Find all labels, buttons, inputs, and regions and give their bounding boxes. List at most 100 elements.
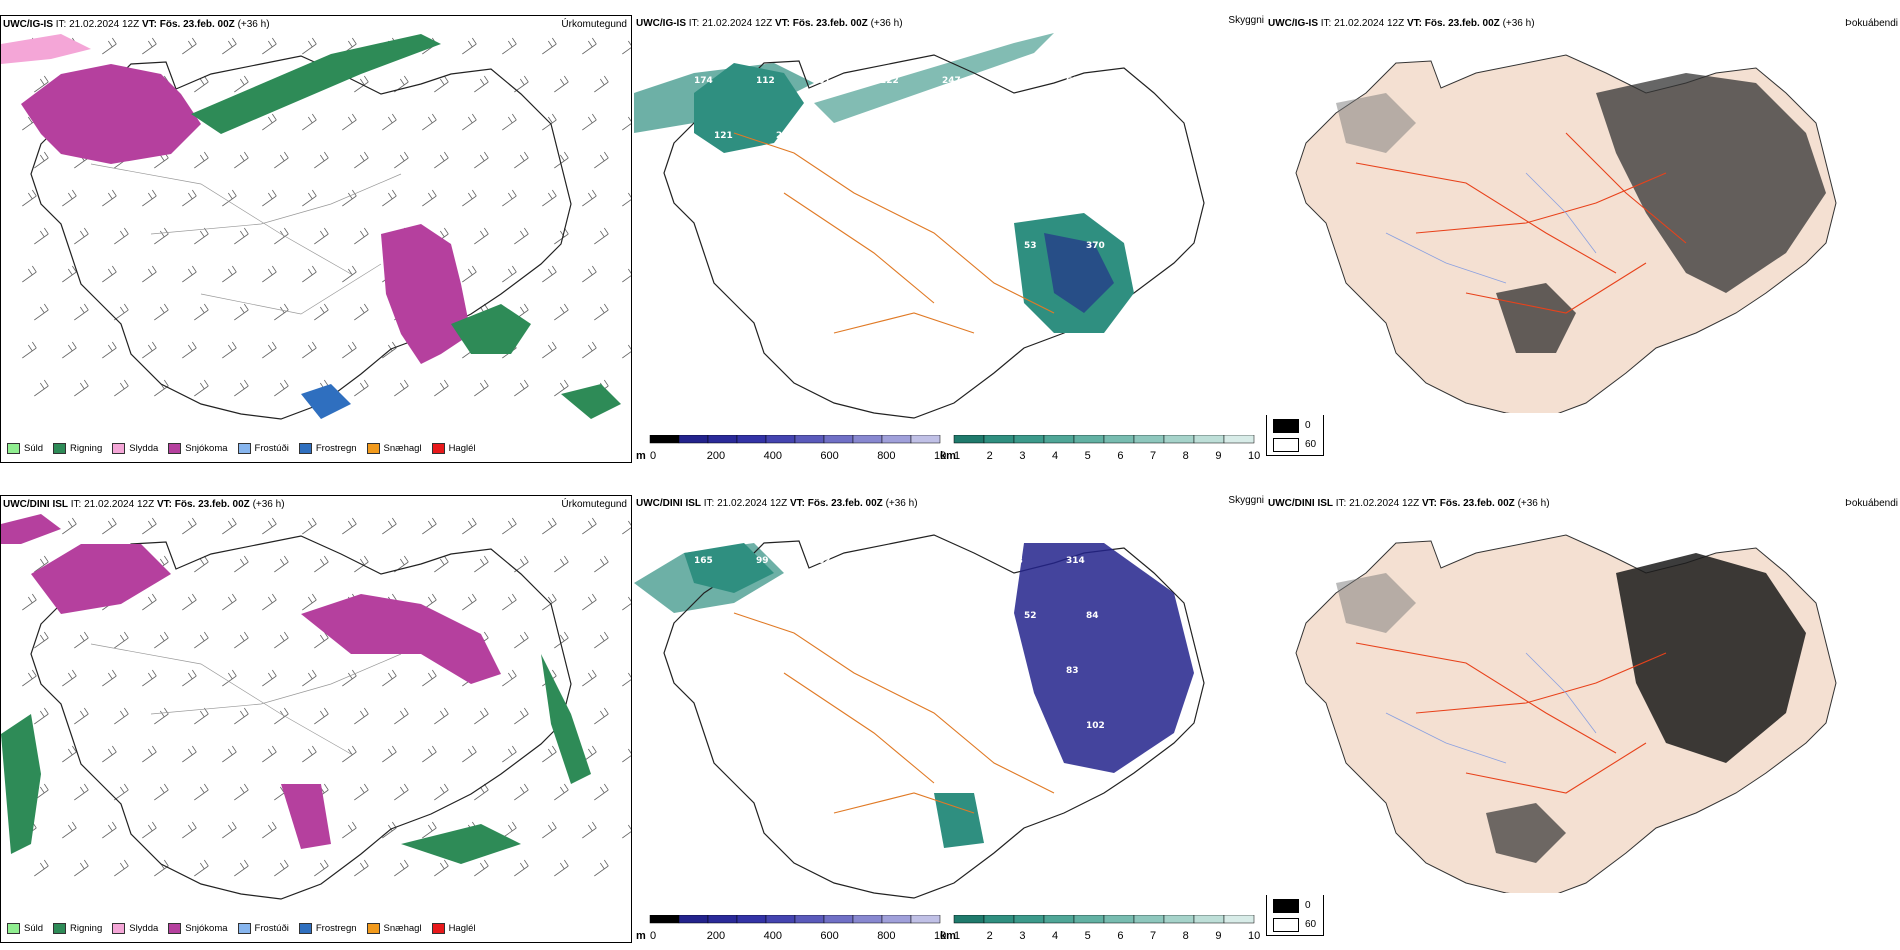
cloud-value-label: 62 <box>818 556 831 566</box>
colorbar-cell <box>910 915 941 924</box>
precip-legend-1: Súld Rigning Slydda Snjókoma Frostúði Frostre… <box>7 443 476 454</box>
wind-barb <box>354 379 369 397</box>
iceland-outline <box>30 55 572 420</box>
wind-barb <box>462 745 477 763</box>
wind-barb <box>434 555 449 573</box>
wind-barb <box>554 75 569 93</box>
wind-barb <box>74 859 89 877</box>
colorbar-tick: 10 <box>1248 450 1260 462</box>
wind-barb <box>262 745 277 763</box>
wind-barb <box>142 517 157 535</box>
cloud-value-label: 124 <box>1086 131 1105 141</box>
legend-swatch <box>112 923 126 934</box>
legend-label: Snæhagl <box>383 443 422 454</box>
wind-barb <box>34 555 49 573</box>
wind-barb <box>274 859 289 877</box>
cloud-value-label: 71 <box>962 611 975 621</box>
wind-barb <box>194 783 209 801</box>
wind-barb <box>474 783 489 801</box>
colorbar-cell <box>1133 915 1165 924</box>
wind-barb <box>342 745 357 763</box>
wind-barb <box>142 189 157 207</box>
wind-barb <box>554 303 569 321</box>
cloud-value-label: 208 <box>1004 556 1023 566</box>
wind-barb <box>422 113 437 131</box>
wind-barb <box>354 151 369 169</box>
cloud-value-label: 84 <box>1086 611 1099 621</box>
legend-label: Frostregn <box>315 443 357 454</box>
legend-label: Haglél <box>448 923 476 934</box>
colorbar-cell <box>1013 435 1045 444</box>
cloud-value-label: 96 <box>776 721 789 731</box>
fog-panel-1: UWC/IG-IS IT: 21.02.2024 12Z VT: Fös. 23… <box>1266 15 1900 415</box>
wind-barb <box>302 189 317 207</box>
wind-barb <box>182 593 197 611</box>
cloud-value-label: 102 <box>962 241 981 251</box>
colorbar-cell <box>1043 435 1075 444</box>
legend-item: Frostúði <box>237 443 289 454</box>
colorbar-cell <box>1223 915 1255 924</box>
colorbar-cell <box>1073 915 1105 924</box>
wind-barb <box>594 151 609 169</box>
colorbar-cell <box>953 915 985 924</box>
colorbar-unit: km <box>940 930 956 942</box>
wind-barb <box>234 75 249 93</box>
wind-barb <box>314 151 329 169</box>
wind-barb <box>582 593 597 611</box>
legend-item: Frostúði <box>237 923 289 934</box>
wind-barb <box>394 379 409 397</box>
wind-barb <box>434 379 449 397</box>
row-1: UWC/IG-IS IT: 21.02.2024 12Z VT: Fös. 23… <box>0 0 1900 470</box>
cloud-value-label: 370 <box>1086 241 1105 251</box>
wind-barb <box>422 745 437 763</box>
wind-barb <box>194 707 209 725</box>
wind-barb <box>234 379 249 397</box>
wind-barb <box>354 859 369 877</box>
wind-barb <box>22 669 37 687</box>
legend-item: Súld <box>7 923 43 934</box>
precip-panel-2: UWC/DINI ISL IT: 21.02.2024 12Z VT: Fös.… <box>0 495 632 943</box>
colorbar-tick: 400 <box>764 930 782 942</box>
colorbar-cell <box>881 915 912 924</box>
wind-barb <box>582 37 597 55</box>
wind-barb <box>394 859 409 877</box>
cloud-value-label: 221 <box>818 186 837 196</box>
cloud-value-label: 99 <box>756 666 769 676</box>
colorbar-cell <box>823 915 854 924</box>
colorbar-tick: 3 <box>1019 450 1025 462</box>
precip-header-2: UWC/DINI ISL IT: 21.02.2024 12Z VT: Fös.… <box>3 499 285 510</box>
legend-item: Súld <box>7 443 43 454</box>
wind-barb <box>474 707 489 725</box>
wind-barb <box>114 631 129 649</box>
legend-label: Snæhagl <box>383 923 422 934</box>
colorbar-cell <box>1043 915 1075 924</box>
wind-barb <box>622 268 631 283</box>
wind-barb <box>74 707 89 725</box>
wind-barb <box>314 631 329 649</box>
wind-barb <box>622 596 631 611</box>
wind-barb <box>222 593 237 611</box>
cloud-value-label: 77 <box>838 611 851 621</box>
colorbar-tick: 600 <box>820 450 838 462</box>
wind-barb <box>422 189 437 207</box>
cloud-value-label: 601 <box>1066 76 1085 86</box>
cloud-value-label: 174 <box>694 76 713 86</box>
colorbar-cell <box>707 435 738 444</box>
colorbar-cell <box>765 915 796 924</box>
cloud-value-label: 202 <box>900 131 919 141</box>
wind-barb <box>582 265 597 283</box>
wind-barb <box>302 341 317 359</box>
legend-label: Slydda <box>129 443 159 454</box>
cloud-value-label: 99 <box>756 556 769 566</box>
wind-barb <box>502 37 517 55</box>
wind-barb <box>262 669 277 687</box>
precip-map-2 <box>1 514 631 900</box>
wind-barb <box>622 40 631 55</box>
wind-barb <box>234 555 249 573</box>
cloud-value-label: 113 <box>942 776 961 786</box>
wind-barb <box>514 631 529 649</box>
colorbar-tick: 4 <box>1052 930 1058 942</box>
wind-barb <box>102 265 117 283</box>
colorbar-tick: 4 <box>1052 450 1058 462</box>
cloud-header-2: UWC/DINI ISL IT: 21.02.2024 12Z VT: Fös.… <box>636 498 918 509</box>
